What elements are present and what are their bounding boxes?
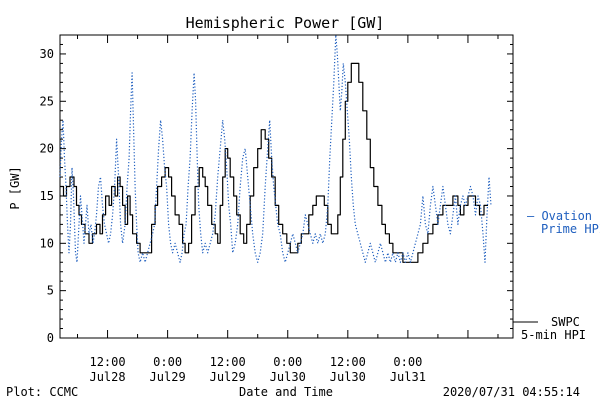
y-axis: 0 5 10 15 20 25 30 xyxy=(40,34,513,345)
x-axis: 12:00Jul280:00Jul2912:00Jul290:00Jul3012… xyxy=(77,35,499,384)
y-tick-label: 25 xyxy=(40,94,54,108)
y-tick-label: 20 xyxy=(40,142,54,156)
x-tick-date-label: Jul30 xyxy=(270,370,306,384)
y-tick-label: 30 xyxy=(40,47,54,61)
y-tick-label: 10 xyxy=(40,236,54,250)
x-tick-time-label: 12:00 xyxy=(89,355,125,369)
legend-ovation-line1: – Ovation xyxy=(527,209,592,223)
legend-swpc-line2: 5-min HPI xyxy=(521,328,586,342)
x-tick-date-label: Jul28 xyxy=(89,370,125,384)
series-line-ovation-prime-hpi xyxy=(59,34,492,263)
x-tick-time-label: 12:00 xyxy=(330,355,366,369)
y-tick-label: 15 xyxy=(40,189,54,203)
x-tick-time-label: 12:00 xyxy=(210,355,246,369)
y-axis-label: P [GW] xyxy=(8,166,22,209)
x-tick-time-label: 0:00 xyxy=(153,355,182,369)
legend-swpc-line1: SWPC xyxy=(551,315,580,329)
footer-plot-credit: Plot: CCMC xyxy=(6,385,78,399)
x-tick-date-label: Jul31 xyxy=(390,370,426,384)
x-tick-date-label: Jul29 xyxy=(150,370,186,384)
legend-ovation-line2: Prime HPI xyxy=(541,222,600,236)
series-layer xyxy=(59,34,492,263)
x-tick-date-label: Jul30 xyxy=(330,370,366,384)
chart-title: Hemispheric Power [GW] xyxy=(186,14,385,32)
y-tick-label: 0 xyxy=(47,331,54,345)
x-axis-label: Date and Time xyxy=(239,385,333,399)
x-tick-time-label: 0:00 xyxy=(273,355,302,369)
x-tick-date-label: Jul29 xyxy=(210,370,246,384)
footer-timestamp: 2020/07/31 04:55:14 xyxy=(443,385,580,399)
plot-frame xyxy=(59,34,514,339)
x-tick-time-label: 0:00 xyxy=(393,355,422,369)
series-line-swpc-5min-hpi xyxy=(60,62,488,263)
y-tick-label: 5 xyxy=(47,284,54,298)
